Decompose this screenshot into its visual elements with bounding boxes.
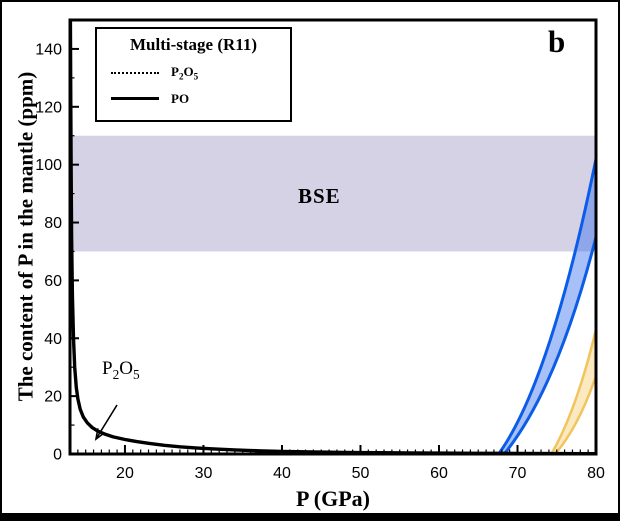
y-tick-label: 60 bbox=[44, 273, 62, 290]
x-tick-label: 40 bbox=[273, 465, 291, 482]
y-tick-label: 0 bbox=[53, 447, 62, 464]
y-tick-label: 120 bbox=[35, 99, 62, 116]
x-tick-label: 70 bbox=[509, 465, 527, 482]
y-axis-title: The content of P in the mantle (ppm) bbox=[13, 71, 38, 402]
y-tick-label: 80 bbox=[44, 215, 62, 232]
bse-band bbox=[70, 135, 596, 252]
plot-content: 20 30 40 50 60 70 80 0 20 40 60 80 100 120 140 bbox=[35, 18, 605, 482]
x-tick-label: 60 bbox=[430, 465, 448, 482]
panel-label: b bbox=[548, 24, 566, 59]
legend-item-po: PO bbox=[111, 91, 290, 107]
x-tick-label: 80 bbox=[587, 465, 605, 482]
y-tick-label: 20 bbox=[44, 389, 62, 406]
legend-item-label: P2O5 bbox=[171, 64, 199, 82]
y-tick-label: 40 bbox=[44, 331, 62, 348]
y-tick-label: 140 bbox=[35, 41, 62, 58]
y-tick-label: 100 bbox=[35, 157, 62, 174]
yellow-wedge bbox=[550, 328, 596, 454]
dotted-line-sample bbox=[111, 71, 159, 74]
legend-title: Multi-stage (R11) bbox=[129, 35, 257, 54]
legend-box: Multi-stage (R11) P2O5 PO bbox=[95, 27, 292, 122]
bottom-border-bar bbox=[2, 513, 618, 519]
bse-band-label: BSE bbox=[298, 184, 341, 208]
x-axis-title: P (GPa) bbox=[296, 486, 370, 511]
x-tick-label: 30 bbox=[195, 465, 213, 482]
p2o5-annotation-arrow bbox=[94, 404, 118, 441]
blue-wedge bbox=[497, 157, 596, 454]
solid-line-sample bbox=[111, 97, 159, 101]
p2o5-curve-annotation: P2O5 bbox=[102, 358, 140, 382]
plot-frame bbox=[68, 18, 598, 456]
x-tick-label: 50 bbox=[352, 465, 370, 482]
x-tick-label: 20 bbox=[116, 465, 134, 482]
legend-item-label: PO bbox=[171, 90, 190, 106]
legend-item-p2o5: P2O5 bbox=[111, 64, 290, 82]
